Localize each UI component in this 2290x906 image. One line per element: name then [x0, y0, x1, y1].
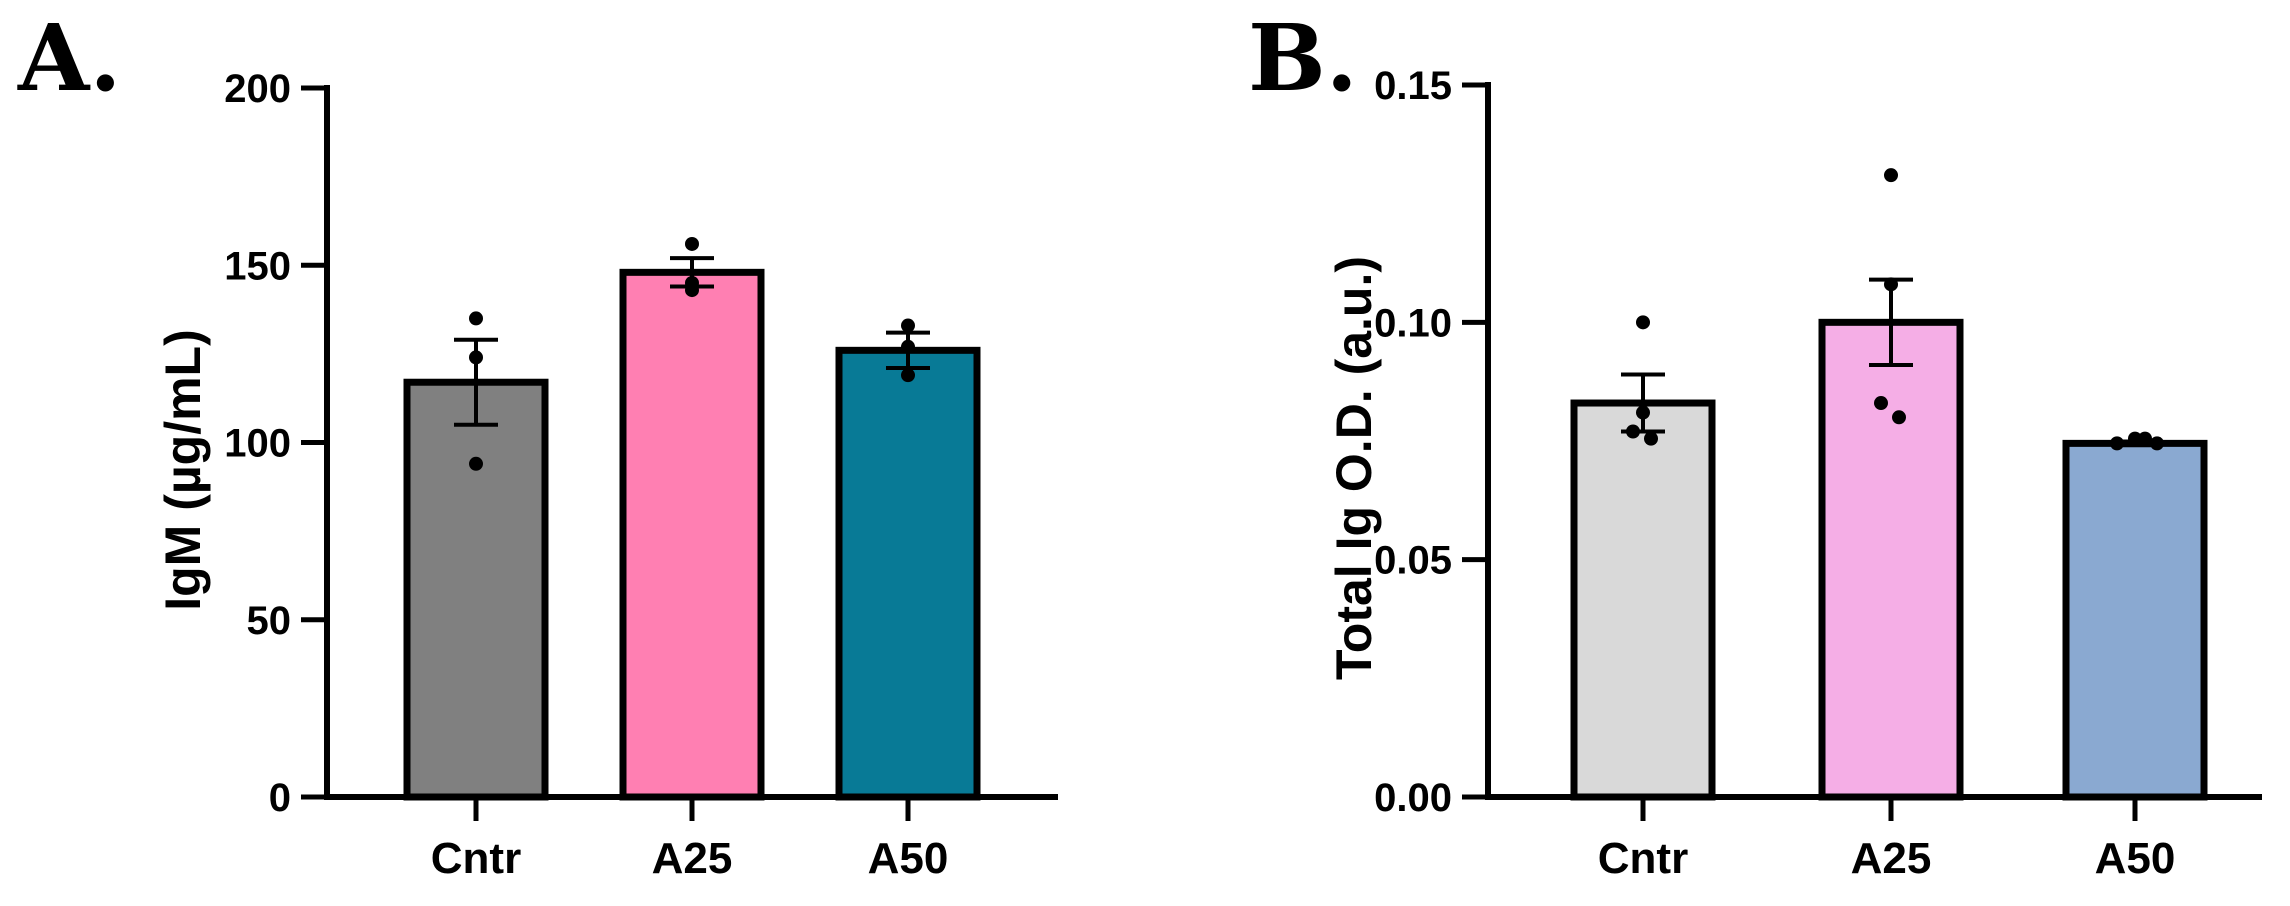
panel-b-data-point-a25-3 — [1874, 396, 1888, 411]
panel-b-data-point-a50-3 — [2138, 431, 2152, 446]
panel-a-data-point-a50-2 — [901, 339, 915, 354]
panel-a-x-tick-label-cntr: Cntr — [431, 834, 521, 883]
panel-a-bar-cntr — [403, 378, 549, 801]
panel-b-chart: B. Total Ig O.D. (a.u.) 0.00 0.05 0.10 0.15… — [1248, 4, 2262, 883]
panel-a-data-point-a50-3 — [901, 368, 915, 383]
panel-b-data-point-a50-4 — [2150, 436, 2164, 451]
panel-a-data-point-cntr-2 — [469, 350, 483, 365]
panel-b-data-point-a25-4 — [1892, 410, 1906, 425]
panel-a-y-tick-label: 100 — [224, 422, 291, 466]
panel-b-y-tick-label: 0.15 — [1374, 64, 1452, 108]
panel-a-y-tick-label: 50 — [247, 599, 292, 643]
panel-a-y-tick-label: 200 — [224, 67, 291, 111]
panel-b-data-point-a25-1 — [1884, 168, 1898, 183]
panel-b-data-point-a50-1 — [2110, 436, 2124, 451]
panel-b-data-point-cntr-4 — [1644, 431, 1658, 446]
panel-b-bar-a50 — [2062, 439, 2208, 801]
panel-a-bar-a25 — [619, 268, 765, 801]
panel-b-y-tick-label: 0.00 — [1374, 776, 1452, 820]
panel-b-data-point-a25-2 — [1884, 277, 1898, 292]
panel-a-y-axis-title: IgM (µg/mL) — [155, 329, 211, 611]
panel-a-data-point-a25-3 — [685, 283, 699, 298]
panel-a-y-tick-label: 0 — [269, 776, 291, 820]
panel-a-x-tick-label-a25: A25 — [652, 834, 733, 883]
panel-b-data-point-cntr-2 — [1636, 405, 1650, 420]
panel-a-letter: A. — [17, 4, 121, 112]
panel-b-x-tick-label-a25: A25 — [1851, 834, 1932, 883]
panel-a-x-tick-label-a50: A50 — [868, 834, 949, 883]
panel-a-data-point-a25-1 — [685, 236, 699, 251]
panel-b-data-point-a50-2 — [2128, 431, 2142, 446]
panel-b-y-axis-title: Total Ig O.D. (a.u.) — [1326, 256, 1382, 680]
panel-b-x-tick-label-cntr: Cntr — [1598, 834, 1688, 883]
panel-a-chart: A. IgM (µg/mL) 0 50 100 150 200 Cntr A25 A50 — [17, 4, 1058, 883]
panel-b-data-point-cntr-1 — [1636, 315, 1650, 330]
panel-a-bar-a50 — [835, 346, 981, 801]
panel-a-data-point-cntr-1 — [469, 311, 483, 326]
panel-a-y-tick-label: 150 — [224, 244, 291, 288]
panel-a-data-point-cntr-3 — [469, 456, 483, 471]
panel-b-bar-cntr — [1570, 399, 1716, 801]
panel-b-y-tick-label: 0.10 — [1374, 301, 1452, 345]
panel-b-bar-a25 — [1818, 318, 1964, 801]
panel-b-x-tick-label-a50: A50 — [2095, 834, 2176, 883]
panel-a-data-point-a50-1 — [901, 318, 915, 333]
panel-b-data-point-cntr-3 — [1626, 424, 1640, 439]
panel-b-letter: B. — [1248, 4, 1358, 112]
panel-b-y-tick-label: 0.05 — [1374, 539, 1452, 583]
